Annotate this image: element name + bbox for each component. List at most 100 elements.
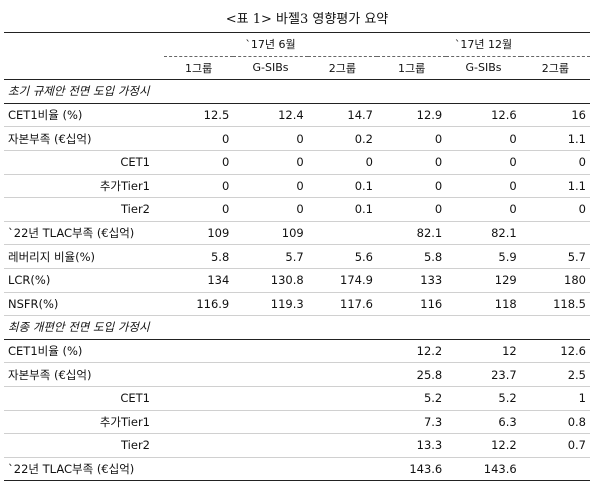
table-cell <box>307 410 377 435</box>
table-cell: 0 <box>164 150 234 175</box>
table-cell: 14.7 <box>307 103 377 128</box>
table-cell: 2.5 <box>520 362 590 387</box>
table-cell: 0.8 <box>520 410 590 435</box>
table-cell <box>164 410 234 435</box>
table-cell: 180 <box>520 268 590 293</box>
row-label: Tier2 <box>4 197 164 222</box>
table-cell: 0.1 <box>307 174 377 199</box>
table-row: 자본부족 (€십억) 25.8 23.7 2.5 <box>4 362 590 387</box>
table-cell: 12 <box>446 339 521 364</box>
row-label: LCR(%) <box>4 268 164 293</box>
table-cell: 133 <box>376 268 447 293</box>
table-cell: 5.9 <box>446 244 521 269</box>
row-label: 자본부족 (€십억) <box>4 126 164 151</box>
table-cell: 109 <box>233 221 308 246</box>
table-cell: 5.2 <box>376 386 447 411</box>
table-row: LCR(%) 134 130.8 174.9 133 129 180 <box>4 268 590 293</box>
table-cell: 116.9 <box>164 292 234 317</box>
table-cell: 130.8 <box>233 268 308 293</box>
table-cell: 12.2 <box>376 339 447 364</box>
table-cell: 23.7 <box>446 362 521 387</box>
table-row: CET1비율 (%) 12.2 12 12.6 <box>4 339 590 364</box>
table-cell: 0 <box>233 126 308 151</box>
table-cell: 0.1 <box>307 197 377 222</box>
table-cell: 143.6 <box>376 457 447 481</box>
table-cell: 5.8 <box>164 244 234 269</box>
section-title: 최종 개편안 전면 도입 가정시 <box>4 315 590 340</box>
table-cell: 5.2 <box>446 386 521 411</box>
table-cell <box>307 362 377 387</box>
table-cell: 0.2 <box>307 126 377 151</box>
header-corner <box>4 32 164 57</box>
table-cell: 1.1 <box>520 126 590 151</box>
table-row: 추가Tier1 0 0 0.1 0 0 1.1 <box>4 174 590 199</box>
table-cell: 0 <box>376 197 447 222</box>
table-cell: 25.8 <box>376 362 447 387</box>
table-cell <box>233 362 308 387</box>
table-cell <box>307 386 377 411</box>
row-label: CET1비율 (%) <box>4 103 164 128</box>
row-label: 자본부족 (€십억) <box>4 362 164 387</box>
subheader-gsibs: G-SIBs <box>252 61 289 75</box>
table-cell: 12.6 <box>446 103 521 128</box>
table-row: CET1비율 (%) 12.5 12.4 14.7 12.9 12.6 16 <box>4 103 590 128</box>
table-cell: 13.3 <box>376 433 447 458</box>
table-cell: 0 <box>307 150 377 175</box>
table-row: `22년 TLAC부족 (€십억) 143.6 143.6 <box>4 457 590 481</box>
row-label: Tier2 <box>4 433 164 458</box>
table-cell <box>233 433 308 458</box>
table-cell: 0 <box>446 197 521 222</box>
subheader-group2: 2그룹 <box>328 61 356 75</box>
table-cell <box>233 339 308 364</box>
table-cell: 118 <box>446 292 521 317</box>
table-cell: 0 <box>376 174 447 199</box>
table-row: 레버리지 비율(%) 5.8 5.7 5.6 5.8 5.9 5.7 <box>4 244 590 269</box>
table-cell: 12.9 <box>376 103 447 128</box>
table-cell <box>164 339 234 364</box>
row-label: 추가Tier1 <box>4 174 164 199</box>
table-row: Tier2 13.3 12.2 0.7 <box>4 433 590 458</box>
section-title: 초기 규제안 전면 도입 가정시 <box>4 79 590 104</box>
subheader-corner <box>4 56 164 80</box>
table-row: Tier2 0 0 0.1 0 0 0 <box>4 197 590 222</box>
table-cell: 109 <box>164 221 234 246</box>
table-cell: 0.7 <box>520 433 590 458</box>
table-cell <box>307 433 377 458</box>
row-label: NSFR(%) <box>4 292 164 317</box>
period-header-dec: `17년 12월 <box>376 32 590 57</box>
table-cell: 0 <box>164 174 234 199</box>
table-cell: 143.6 <box>446 457 521 481</box>
subheader-group1: 1그룹 <box>185 61 213 75</box>
table-cell <box>164 457 234 481</box>
table-cell: 12.6 <box>520 339 590 364</box>
section-header-row: 초기 규제안 전면 도입 가정시 <box>4 79 590 104</box>
row-label: CET1비율 (%) <box>4 339 164 364</box>
table-title: <표 1> 바젤3 영향평가 요약 <box>225 12 389 27</box>
table-cell <box>233 386 308 411</box>
table-cell <box>307 339 377 364</box>
table-cell <box>164 433 234 458</box>
table-cell <box>233 457 308 481</box>
table-cell: 7.3 <box>376 410 447 435</box>
table-cell: 5.7 <box>233 244 308 269</box>
table-cell: 0 <box>520 150 590 175</box>
table-row: CET1 5.2 5.2 1 <box>4 386 590 411</box>
table-cell <box>307 457 377 481</box>
table-cell: 117.6 <box>307 292 377 317</box>
table-row: 자본부족 (€십억) 0 0 0.2 0 0 1.1 <box>4 126 590 151</box>
table-cell: 116 <box>376 292 447 317</box>
table-cell: 1.1 <box>520 174 590 199</box>
row-label: `22년 TLAC부족 (€십억) <box>4 221 164 246</box>
table-cell: 174.9 <box>307 268 377 293</box>
subheader-group2: 2그룹 <box>541 61 569 75</box>
row-label: 레버리지 비율(%) <box>4 244 164 269</box>
subheader-gsibs: G-SIBs <box>465 61 502 75</box>
table-row: CET1 0 0 0 0 0 0 <box>4 150 590 175</box>
table-cell <box>520 457 590 481</box>
table-row: NSFR(%) 116.9 119.3 117.6 116 118 118.5 <box>4 292 590 317</box>
table-cell: 5.6 <box>307 244 377 269</box>
table-cell: 0 <box>164 197 234 222</box>
table-cell: 0 <box>376 150 447 175</box>
table-cell: 0 <box>164 126 234 151</box>
table-cell: 12.4 <box>233 103 308 128</box>
